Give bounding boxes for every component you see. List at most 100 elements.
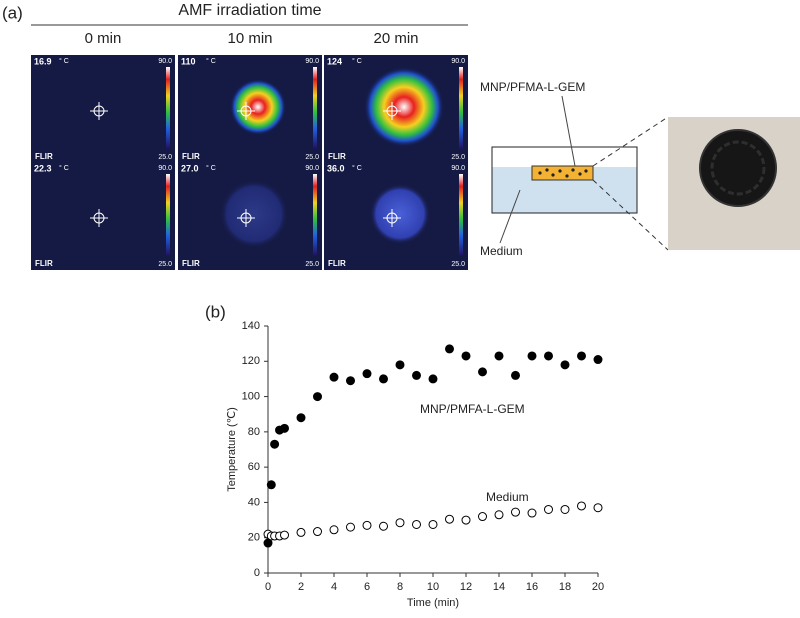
scale-min: 25.0 (451, 154, 465, 161)
point (527, 508, 537, 518)
point (362, 520, 372, 530)
reading: 27.0 (181, 163, 199, 173)
point (329, 372, 339, 382)
point (544, 504, 553, 514)
column-label: 10 min (227, 30, 272, 47)
color-scale (166, 67, 170, 149)
y-tick-label: 60 (248, 461, 260, 473)
point (511, 507, 520, 517)
panel-header: AMF irradiation time (178, 2, 321, 19)
point (313, 392, 322, 402)
reading: 124 (327, 56, 342, 66)
point (478, 512, 487, 522)
point (346, 522, 355, 532)
point (445, 514, 454, 524)
y-tick-label: 20 (248, 532, 260, 544)
x-tick-label: 14 (493, 581, 505, 593)
point (577, 501, 586, 511)
x-tick-label: 8 (397, 581, 403, 593)
reading-unit: ° C (59, 57, 69, 65)
y-tick-label: 140 (242, 320, 260, 332)
color-scale (166, 174, 170, 256)
sample-label: MNP/PFMA-L-GEM (480, 80, 585, 94)
scale-min: 25.0 (305, 154, 319, 161)
point (527, 351, 537, 361)
point (379, 521, 388, 531)
point (395, 360, 405, 370)
hot-spot (230, 79, 286, 135)
reading-unit: ° C (352, 164, 362, 172)
point (412, 519, 421, 529)
thermal-image (31, 55, 175, 163)
x-tick-label: 2 (298, 581, 304, 593)
reading-unit: ° C (59, 164, 69, 172)
point (593, 355, 603, 365)
thermal-images: 0 min 10 min 20 min 90.0 25.0 16.9 ° C FLIR 90.0… (31, 30, 468, 270)
point (296, 527, 306, 537)
chart-title: (b) (205, 302, 226, 321)
scale-max: 90.0 (451, 58, 465, 65)
brand: FLIR (328, 152, 346, 161)
reading: 22.3 (34, 163, 52, 173)
color-scale (459, 174, 463, 256)
x-tick-label: 16 (526, 581, 538, 593)
color-scale (459, 67, 463, 149)
particles (538, 168, 588, 178)
point (560, 360, 570, 370)
y-tick-label: 80 (248, 426, 260, 438)
scale-max: 90.0 (158, 58, 172, 65)
x-tick-label: 20 (592, 581, 604, 593)
column-label: 0 min (85, 30, 122, 47)
y-tick-label: 0 (254, 567, 260, 579)
point (577, 351, 586, 361)
point (296, 413, 306, 423)
point (511, 370, 520, 380)
scale-max: 90.0 (451, 165, 465, 172)
scale-min: 25.0 (305, 261, 319, 268)
series-label: MNP/PMFA-L-GEM (420, 402, 525, 416)
y-tick-label: 100 (242, 390, 260, 402)
leader (499, 189, 521, 244)
photo-disk-edge (710, 140, 766, 196)
x-tick-label: 4 (331, 581, 337, 593)
scale-min: 25.0 (158, 154, 172, 161)
reading-unit: ° C (206, 164, 216, 172)
x-tick-label: 10 (427, 581, 439, 593)
point (313, 527, 322, 537)
warm-spot (220, 180, 288, 248)
point (494, 351, 504, 361)
scale-min: 25.0 (451, 261, 465, 268)
point (412, 370, 421, 380)
reading-unit: ° C (206, 57, 216, 65)
panel-label: (a) (2, 3, 23, 22)
brand: FLIR (35, 152, 53, 161)
point (362, 369, 372, 379)
x-axis-label: Time (min) (407, 597, 459, 609)
point (560, 504, 570, 514)
point (461, 515, 471, 525)
scale-max: 90.0 (158, 165, 172, 172)
y-tick-label: 120 (242, 355, 260, 367)
scale-max: 90.0 (305, 165, 319, 172)
scale-max: 90.0 (305, 58, 319, 65)
point (428, 374, 438, 384)
brand: FLIR (182, 152, 200, 161)
point (593, 503, 603, 513)
reading-unit: ° C (352, 57, 362, 65)
reading: 110 (181, 56, 196, 66)
point (379, 374, 388, 384)
x-tick-label: 6 (364, 581, 370, 593)
x-tick-label: 18 (559, 581, 571, 593)
thermal-image (31, 162, 175, 270)
point (461, 351, 471, 361)
zoom-line (592, 116, 669, 167)
point (266, 480, 276, 490)
brand: FLIR (182, 259, 200, 268)
hot-spot (364, 67, 444, 147)
point (445, 344, 454, 354)
point (544, 351, 553, 361)
y-tick-label: 40 (248, 496, 260, 508)
reading: 36.0 (327, 163, 345, 173)
column-label: 20 min (373, 30, 418, 47)
